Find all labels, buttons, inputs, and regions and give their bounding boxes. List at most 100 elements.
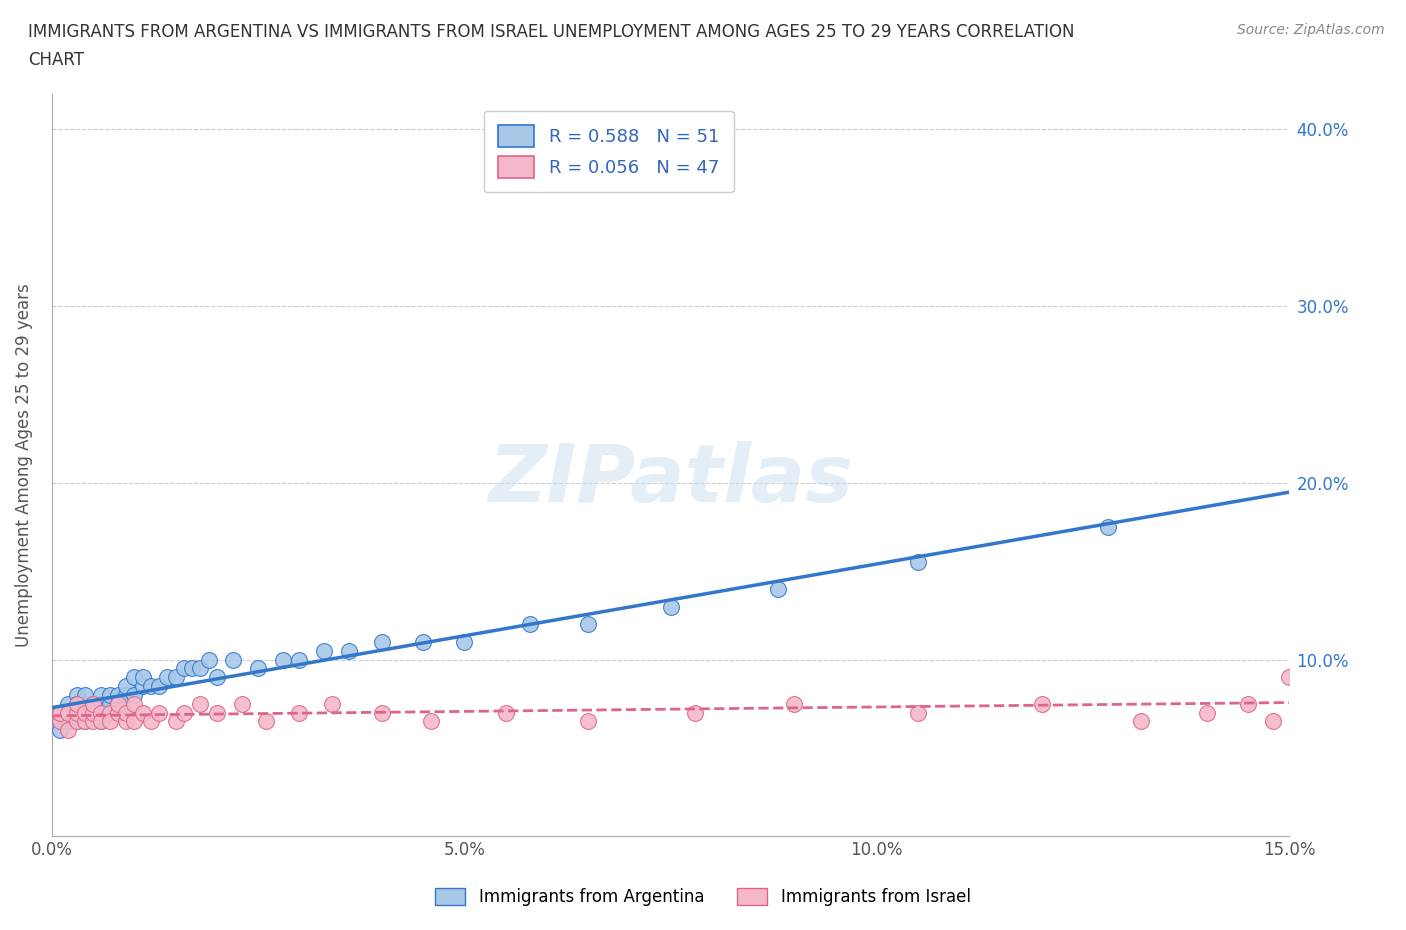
Point [131, 705, 153, 720]
Point [1129, 714, 1152, 729]
Point [288, 705, 311, 720]
Point [98, 697, 121, 711]
Point [90, 714, 112, 729]
Point [49, 714, 72, 729]
Point [107, 687, 129, 702]
Point [65, 714, 87, 729]
Point [247, 661, 270, 676]
Point [90, 697, 112, 711]
Point [73, 705, 96, 720]
Point [49, 714, 72, 729]
Point [131, 679, 153, 694]
Point [122, 697, 145, 711]
Point [205, 670, 228, 684]
Point [271, 652, 294, 667]
Point [49, 705, 72, 720]
Point [1097, 520, 1119, 535]
Point [98, 714, 121, 729]
Point [82, 697, 104, 711]
Text: ZIPatlas: ZIPatlas [488, 441, 853, 519]
Point [65, 697, 87, 711]
Point [420, 714, 443, 729]
Point [148, 679, 170, 694]
Point [58, 697, 80, 711]
Point [231, 697, 253, 711]
Point [107, 697, 129, 711]
Point [173, 705, 195, 720]
Point [122, 714, 145, 729]
Point [131, 670, 153, 684]
Point [1278, 670, 1301, 684]
Text: CHART: CHART [28, 51, 84, 69]
Point [576, 714, 599, 729]
Point [156, 670, 179, 684]
Point [148, 705, 170, 720]
Point [90, 705, 112, 720]
Point [107, 697, 129, 711]
Point [90, 714, 112, 729]
Point [1261, 714, 1284, 729]
Point [1286, 670, 1309, 684]
Point [65, 687, 87, 702]
Point [519, 617, 541, 631]
Point [65, 705, 87, 720]
Point [115, 705, 138, 720]
Point [371, 634, 394, 649]
Point [659, 599, 682, 614]
Text: Source: ZipAtlas.com: Source: ZipAtlas.com [1237, 23, 1385, 37]
Point [122, 687, 145, 702]
Point [205, 705, 228, 720]
Point [371, 705, 394, 720]
Point [58, 705, 80, 720]
Point [73, 705, 96, 720]
Point [907, 555, 929, 570]
Point [73, 714, 96, 729]
Point [139, 714, 162, 729]
Point [115, 679, 138, 694]
Point [188, 661, 211, 676]
Point [65, 705, 87, 720]
Point [783, 697, 806, 711]
Point [1031, 697, 1053, 711]
Point [685, 705, 707, 720]
Point [412, 634, 434, 649]
Point [115, 714, 138, 729]
Point [98, 687, 121, 702]
Point [254, 714, 277, 729]
Point [98, 705, 121, 720]
Point [165, 670, 187, 684]
Point [90, 687, 112, 702]
Point [188, 697, 211, 711]
Point [82, 697, 104, 711]
Point [58, 714, 80, 729]
Point [337, 644, 360, 658]
Point [288, 652, 311, 667]
Point [165, 714, 187, 729]
Point [82, 705, 104, 720]
Point [122, 670, 145, 684]
Point [139, 679, 162, 694]
Point [312, 644, 335, 658]
Point [321, 697, 343, 711]
Point [453, 634, 475, 649]
Point [65, 714, 87, 729]
Point [766, 581, 789, 596]
Point [82, 705, 104, 720]
Point [82, 714, 104, 729]
Point [222, 652, 245, 667]
Text: IMMIGRANTS FROM ARGENTINA VS IMMIGRANTS FROM ISRAEL UNEMPLOYMENT AMONG AGES 25 T: IMMIGRANTS FROM ARGENTINA VS IMMIGRANTS … [28, 23, 1074, 41]
Point [49, 723, 72, 737]
Point [576, 617, 599, 631]
Point [107, 705, 129, 720]
Point [197, 652, 219, 667]
Point [1237, 697, 1260, 711]
Y-axis label: Unemployment Among Ages 25 to 29 years: Unemployment Among Ages 25 to 29 years [15, 284, 32, 647]
Point [49, 705, 72, 720]
Point [495, 705, 517, 720]
Point [907, 705, 929, 720]
Legend: R = 0.588   N = 51, R = 0.056   N = 47: R = 0.588 N = 51, R = 0.056 N = 47 [484, 111, 734, 193]
Point [115, 687, 138, 702]
Point [73, 714, 96, 729]
Point [1195, 705, 1218, 720]
Point [65, 697, 87, 711]
